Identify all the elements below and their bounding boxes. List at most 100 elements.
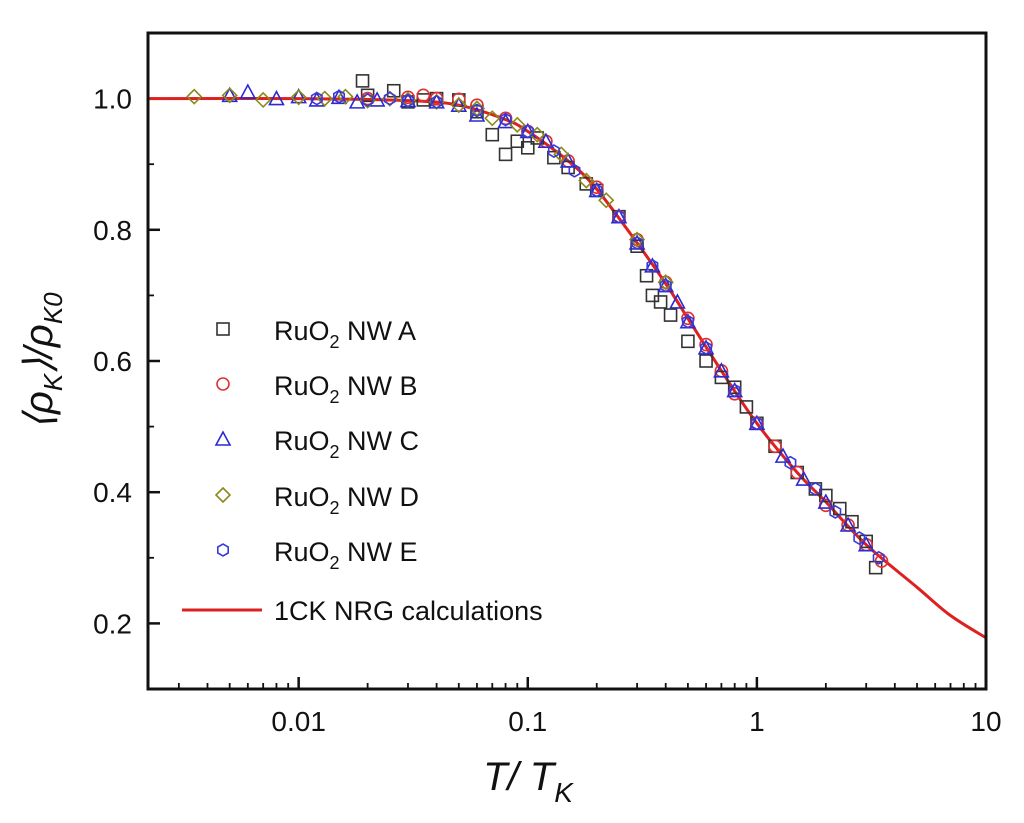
legend-label-d: RuO2 NW D bbox=[274, 482, 419, 518]
legend: RuO2 NW A RuO2 NW B RuO2 NW C RuO2 NW D RuO2… bbox=[182, 316, 543, 626]
y-tick-label: 0.2 bbox=[93, 608, 132, 639]
series-e bbox=[310, 89, 885, 565]
data-point bbox=[631, 235, 644, 250]
data-point bbox=[401, 93, 415, 108]
legend-label-c: RuO2 NW C bbox=[274, 426, 419, 462]
data-point bbox=[568, 163, 581, 178]
data-point bbox=[653, 295, 668, 309]
data-point bbox=[484, 110, 501, 127]
data-point bbox=[239, 83, 257, 99]
data-point bbox=[537, 132, 555, 149]
data-point bbox=[310, 91, 323, 106]
data-point bbox=[784, 455, 797, 470]
y-axis-title: ⟨ρK⟩/ρK0 bbox=[17, 292, 68, 430]
data-point bbox=[839, 516, 857, 532]
data-point bbox=[485, 127, 500, 142]
data-point bbox=[728, 383, 741, 398]
data-point bbox=[470, 103, 483, 118]
data-point bbox=[857, 535, 875, 552]
data-point bbox=[659, 278, 672, 293]
x-tick-label: 0.1 bbox=[508, 706, 547, 737]
y-tick-label: 0.4 bbox=[93, 477, 132, 508]
legend-marker-a bbox=[216, 322, 230, 336]
data-point bbox=[598, 192, 615, 209]
data-point bbox=[470, 98, 484, 112]
y-tick-label: 1.0 bbox=[93, 84, 132, 115]
legend-marker-e bbox=[217, 543, 229, 557]
data-point bbox=[386, 83, 401, 98]
data-point bbox=[663, 308, 678, 322]
data-point bbox=[547, 150, 561, 165]
data-point bbox=[809, 481, 822, 496]
data-point bbox=[337, 88, 354, 105]
x-tick-labels: 0.01 0.1 1 10 bbox=[271, 706, 1001, 737]
data-point bbox=[681, 314, 694, 329]
data-point bbox=[452, 92, 466, 107]
data-point bbox=[872, 550, 885, 565]
data-point bbox=[497, 112, 514, 129]
data-point bbox=[819, 488, 833, 503]
data-point bbox=[774, 447, 792, 463]
legend-label-a: RuO2 NW A bbox=[274, 316, 416, 352]
data-point bbox=[699, 354, 713, 368]
data-point bbox=[268, 89, 285, 106]
data-point bbox=[383, 91, 396, 106]
data-point bbox=[416, 88, 431, 103]
data-point bbox=[739, 400, 754, 414]
data-point bbox=[768, 439, 782, 454]
data-point bbox=[612, 209, 625, 224]
data-point bbox=[221, 87, 238, 104]
data-point bbox=[430, 94, 443, 109]
data-point bbox=[416, 93, 431, 107]
x-tick-label: 10 bbox=[970, 706, 1001, 737]
data-point bbox=[498, 147, 513, 162]
data-point bbox=[316, 90, 333, 107]
data-point bbox=[547, 144, 560, 159]
data-point bbox=[859, 534, 874, 549]
x-tick-label: 0.01 bbox=[271, 706, 326, 737]
data-point bbox=[817, 493, 835, 509]
data-point bbox=[255, 91, 272, 109]
data-point bbox=[360, 88, 375, 103]
data-point bbox=[750, 416, 763, 431]
data-point bbox=[795, 470, 812, 486]
legend-label-b: RuO2 NW B bbox=[274, 371, 418, 407]
data-point bbox=[290, 87, 307, 104]
legend-marker-b bbox=[216, 377, 230, 391]
data-point bbox=[468, 100, 486, 117]
data-point bbox=[713, 362, 730, 378]
data-point bbox=[681, 334, 695, 349]
data-point bbox=[361, 92, 374, 107]
data-point bbox=[332, 89, 346, 104]
data-point bbox=[308, 91, 326, 107]
x-axis-title: T/ TK bbox=[483, 755, 574, 808]
legend-marker-c bbox=[214, 430, 232, 446]
data-point bbox=[646, 258, 659, 273]
legend-label-fit: 1CK NRG calculations bbox=[274, 596, 543, 626]
data-point bbox=[450, 97, 467, 114]
data-point bbox=[578, 172, 595, 189]
data-point bbox=[499, 112, 512, 127]
data-point bbox=[829, 504, 842, 519]
data-point bbox=[553, 146, 570, 163]
data-point bbox=[657, 274, 674, 291]
plot-frame bbox=[146, 31, 988, 691]
y-tick-labels: 0.2 0.4 0.6 0.8 1.0 bbox=[93, 84, 132, 640]
data-point bbox=[669, 293, 686, 309]
x-tick-label: 1 bbox=[749, 706, 765, 737]
data-point bbox=[355, 74, 370, 88]
data-point bbox=[290, 89, 307, 106]
data-point bbox=[520, 141, 535, 155]
data-point bbox=[628, 231, 646, 248]
legend-label-e: RuO2 NW E bbox=[274, 537, 418, 573]
data-markers bbox=[186, 74, 889, 575]
data-point bbox=[559, 152, 577, 168]
data-point bbox=[186, 88, 203, 105]
y-tick-label: 0.6 bbox=[93, 346, 132, 377]
legend-marker-d bbox=[214, 486, 232, 504]
data-point bbox=[853, 531, 866, 546]
data-point bbox=[700, 340, 713, 355]
data-point bbox=[509, 116, 526, 133]
y-tick-label: 0.8 bbox=[93, 215, 132, 246]
